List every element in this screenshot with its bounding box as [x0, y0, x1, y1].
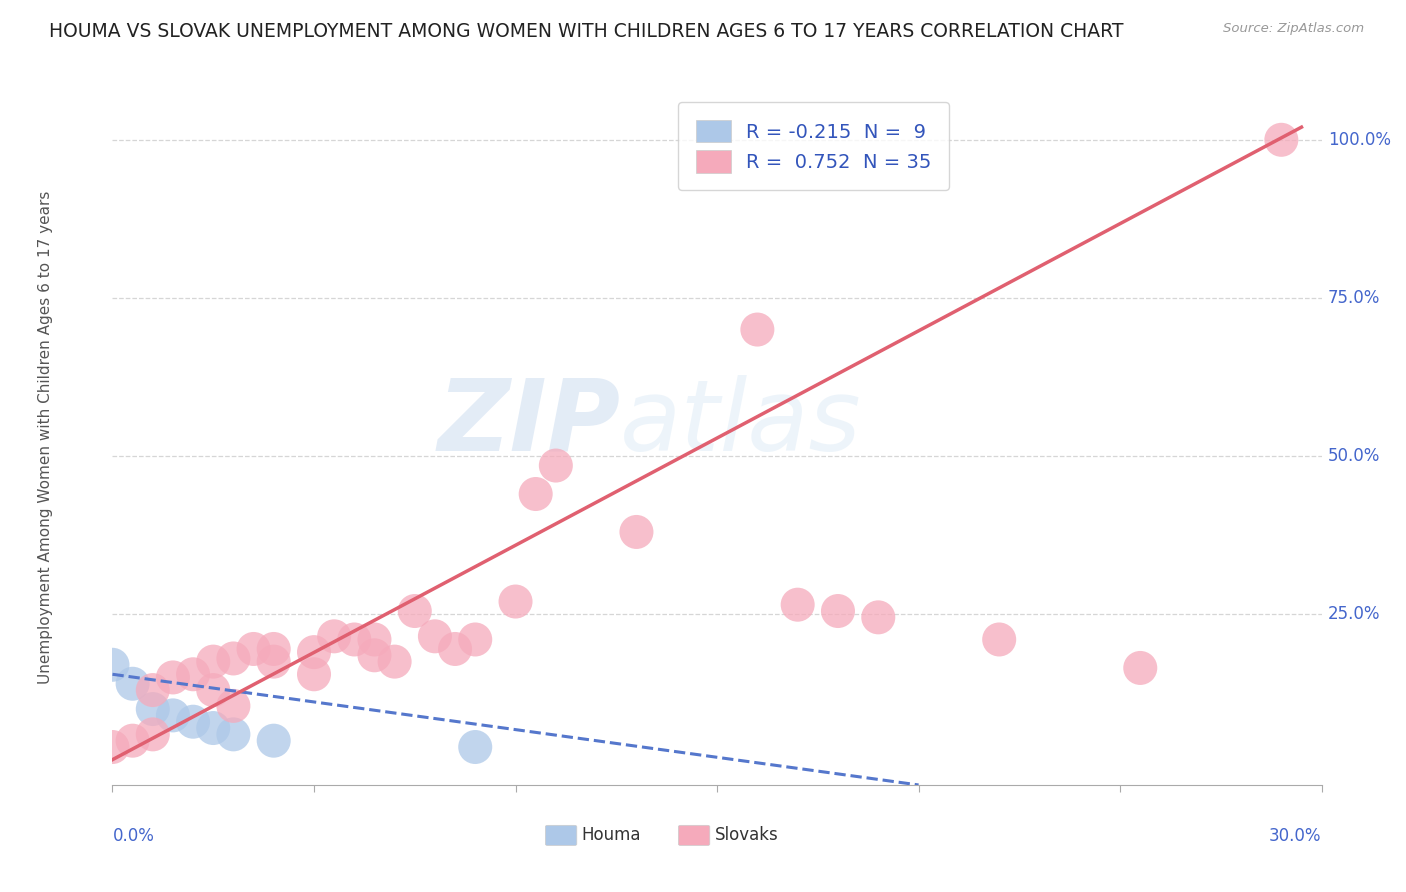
Point: [786, 598, 808, 612]
Point: [1129, 661, 1152, 675]
Text: Unemployment Among Women with Children Ages 6 to 17 years: Unemployment Among Women with Children A…: [38, 190, 53, 684]
Point: [363, 648, 385, 663]
Point: [423, 629, 446, 643]
Point: [242, 642, 264, 657]
Text: Slovaks: Slovaks: [714, 826, 779, 844]
Point: [181, 714, 204, 729]
FancyBboxPatch shape: [546, 825, 576, 846]
Point: [302, 645, 325, 659]
Point: [142, 683, 165, 698]
Point: [444, 642, 467, 657]
Text: 25.0%: 25.0%: [1327, 605, 1381, 624]
Text: ZIP: ZIP: [437, 375, 620, 472]
Point: [162, 708, 184, 723]
Point: [142, 727, 165, 741]
Point: [747, 322, 769, 336]
Point: [181, 667, 204, 681]
Point: [363, 632, 385, 647]
Text: 0.0%: 0.0%: [112, 827, 155, 845]
Text: Source: ZipAtlas.com: Source: ZipAtlas.com: [1223, 22, 1364, 36]
Point: [142, 702, 165, 716]
Point: [202, 655, 225, 669]
Text: 100.0%: 100.0%: [1327, 131, 1391, 149]
Point: [343, 632, 366, 647]
Point: [827, 604, 849, 618]
Point: [464, 632, 486, 647]
Point: [101, 739, 124, 754]
Point: [121, 733, 143, 747]
Point: [626, 524, 648, 539]
Point: [323, 629, 346, 643]
Point: [404, 604, 426, 618]
Point: [524, 487, 547, 501]
Text: 50.0%: 50.0%: [1327, 447, 1381, 465]
Point: [222, 727, 245, 741]
Point: [263, 655, 285, 669]
Point: [1270, 133, 1292, 147]
Point: [121, 677, 143, 691]
Point: [101, 657, 124, 672]
Point: [202, 683, 225, 698]
Point: [263, 642, 285, 657]
Point: [988, 632, 1011, 647]
Text: HOUMA VS SLOVAK UNEMPLOYMENT AMONG WOMEN WITH CHILDREN AGES 6 TO 17 YEARS CORREL: HOUMA VS SLOVAK UNEMPLOYMENT AMONG WOMEN…: [49, 22, 1123, 41]
Point: [263, 733, 285, 747]
Point: [505, 594, 527, 608]
Text: 30.0%: 30.0%: [1270, 827, 1322, 845]
FancyBboxPatch shape: [678, 825, 710, 846]
Point: [222, 651, 245, 665]
Point: [162, 670, 184, 684]
Text: 75.0%: 75.0%: [1327, 289, 1381, 307]
Text: Houma: Houma: [582, 826, 641, 844]
Point: [222, 698, 245, 713]
Point: [544, 458, 567, 473]
Point: [384, 655, 406, 669]
Point: [202, 721, 225, 735]
Legend: R = -0.215  N =  9, R =  0.752  N = 35: R = -0.215 N = 9, R = 0.752 N = 35: [678, 103, 949, 190]
Point: [868, 610, 890, 624]
Text: atlas: atlas: [620, 375, 862, 472]
Point: [302, 667, 325, 681]
Point: [464, 739, 486, 754]
